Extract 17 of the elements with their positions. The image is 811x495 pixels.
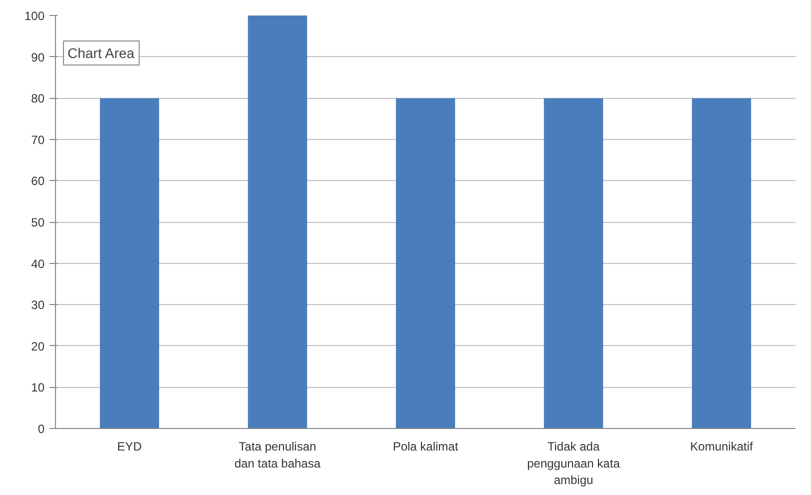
x-tick-label: EYD — [117, 440, 142, 454]
x-tick-label: Tidak ada penggunaan kata ambigu — [527, 440, 620, 488]
y-tick-label: 70 — [31, 132, 45, 147]
x-tick-label: Tata penulisan dan tata bahasa — [234, 440, 321, 470]
y-tick-label: 10 — [31, 380, 45, 395]
y-tick-label: 60 — [31, 174, 45, 188]
x-tick-label: Komunikatif — [690, 440, 754, 454]
y-tick-label: 40 — [31, 256, 45, 271]
y-tick-label: 30 — [31, 298, 45, 312]
y-tick-label: 90 — [31, 50, 45, 64]
x-tick-label: Pola kalimat — [392, 440, 459, 454]
y-tick-label: 50 — [31, 216, 45, 230]
y-tick-label: 100 — [24, 9, 45, 23]
y-tick-label: 20 — [31, 339, 45, 354]
y-tick-label: 80 — [31, 92, 45, 106]
annotation: Chart Area — [68, 45, 135, 62]
y-tick-label: 0 — [38, 422, 45, 436]
